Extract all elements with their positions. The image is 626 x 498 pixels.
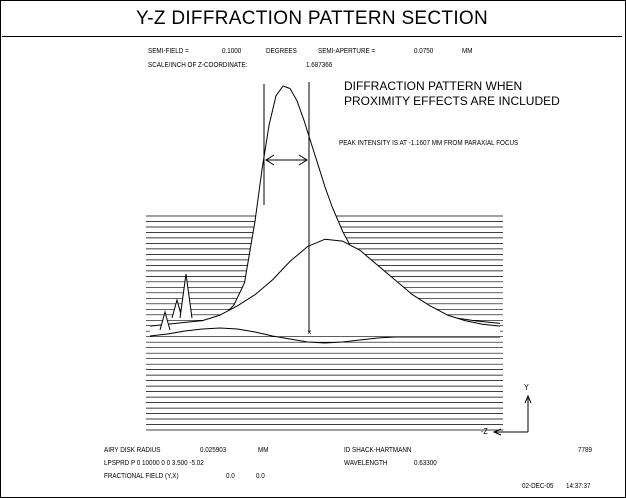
peak-intensity-note: PEAK INTENSITY IS AT -1.1607 MM FROM PAR… [339, 140, 519, 147]
offset-arrow-right-head [298, 154, 308, 166]
axis-z-label: -Z [481, 427, 488, 436]
fractional-label: FRACTIONAL FIELD (Y,X) [104, 473, 179, 480]
semi-aperture-value: 0.0750 [414, 48, 434, 55]
time-stamp: 14:37:37 [566, 483, 591, 490]
ripple-spike-2 [179, 273, 193, 319]
chart-title: Y-Z DIFFRACTION PATTERN SECTION [135, 8, 488, 29]
axis-y-label: Y [524, 383, 529, 392]
curve-mask-1 [150, 86, 500, 334]
curve-3 [149, 327, 500, 344]
z-axis-arrow-head [492, 428, 502, 436]
wavelength-value: 0.63300 [414, 460, 437, 467]
curve-mask-2 [150, 239, 500, 330]
wavelength-label: WAVELENGTH [344, 460, 388, 467]
airy-value: 0.025903 [200, 447, 227, 454]
job-number: 7789 [578, 447, 593, 454]
curve-group [149, 85, 501, 344]
semi-aperture-label: SEMI-APERTURE = [318, 48, 376, 55]
date-stamp: 02-DEC-05 [522, 483, 554, 490]
semi-aperture-unit: MM [462, 48, 473, 55]
scale-label: SCALE/INCH OF Z-COORDINATE: [148, 62, 248, 69]
annotation-line-1: DIFFRACTION PATTERN WHEN [344, 79, 523, 93]
ripple-spike-3 [159, 310, 171, 331]
peak-x-marker: × [307, 328, 312, 337]
scale-value: 1.687366 [306, 62, 333, 69]
airy-unit: MM [258, 447, 269, 454]
y-axis-arrow-head [524, 394, 532, 404]
semi-field-unit: DEGREES [266, 48, 297, 55]
title-bar: Y-Z DIFFRACTION PATTERN SECTION [2, 2, 622, 37]
lens-name: ID SHACK-HARTMANN [344, 447, 412, 454]
fractional-x: 0.0 [256, 473, 265, 480]
airy-label: AIRY DISK RADIUS [104, 447, 161, 454]
semi-field-label: SEMI-FIELD = [148, 48, 189, 55]
semi-field-value: 0.1000 [222, 48, 242, 55]
curve-2 [149, 238, 501, 327]
fractional-y: 0.0 [226, 473, 235, 480]
offset-arrow-left-head [265, 154, 275, 166]
annotation-line-2: PROXIMITY EFFECTS ARE INCLUDED [344, 94, 560, 108]
lpsprd-line: LPSPRD P 0 10000 0 0 3.500 -5.02 [104, 460, 204, 467]
